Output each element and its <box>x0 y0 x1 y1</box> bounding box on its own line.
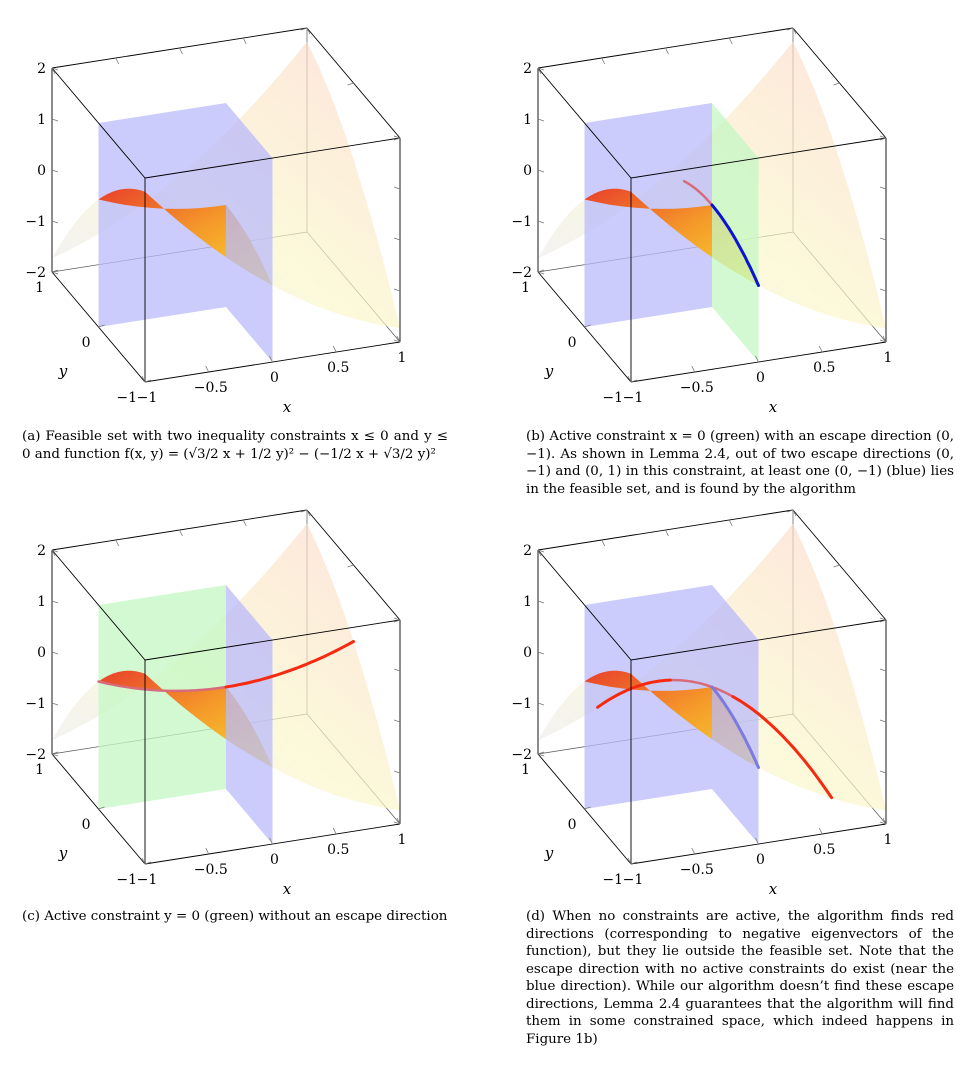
z-tick-label: −1 <box>511 214 532 230</box>
z-tick-label: 2 <box>37 61 46 77</box>
z-tick-label: 1 <box>523 594 532 610</box>
box-edge <box>51 549 146 661</box>
z-tick-label: −2 <box>25 747 46 763</box>
direction-red <box>731 695 834 800</box>
x-tick-label: 0 <box>270 852 279 868</box>
y-axis-label: y <box>58 844 68 862</box>
x-tick-label: −0.5 <box>194 380 228 396</box>
z-tick-label: 2 <box>523 61 532 77</box>
x-tick-label: 1 <box>398 350 407 366</box>
y-tick-label: 0 <box>82 817 91 833</box>
box-edge <box>144 137 401 179</box>
x-tick-label: −1 <box>623 872 644 888</box>
x-tick-label: 0 <box>756 852 765 868</box>
caption-b: (b) Active constraint x = 0 (green) with… <box>526 429 954 497</box>
y-tick-label: 0 <box>568 817 577 833</box>
z-tick-label: −2 <box>511 747 532 763</box>
x-axis-label: x <box>283 398 292 416</box>
z-tick-label: −2 <box>511 265 532 281</box>
y-tick-label: −1 <box>602 390 623 406</box>
y-tick-label: 0 <box>82 335 91 351</box>
x-tick-label: 1 <box>398 832 407 848</box>
figure-panel-a: 2 1 0 −1 −2 1 0 −1 −1 −0.5 0 0.5 1 x y <box>0 0 486 420</box>
y-tick-label: 1 <box>35 280 44 296</box>
x-tick-label: 1 <box>884 832 893 848</box>
y-axis-label: y <box>58 362 68 380</box>
z-tick-label: −2 <box>25 265 46 281</box>
direction-pink <box>97 680 228 693</box>
z-tick-label: 1 <box>37 594 46 610</box>
box-edge <box>51 67 146 179</box>
box-edge <box>630 619 887 661</box>
x-axis-label: x <box>769 398 778 416</box>
figure-panel-c: 2 1 0 −1 −2 1 0 −1 −1 −0.5 0 0.5 1 x y <box>0 482 486 902</box>
z-tick-label: 2 <box>523 543 532 559</box>
x-tick-label: −0.5 <box>680 862 714 878</box>
constraint-plane-x0 <box>712 103 759 362</box>
y-axis-label: y <box>544 844 554 862</box>
direction-red <box>224 640 355 689</box>
x-tick-label: 0.5 <box>327 360 349 376</box>
x-tick-label: −0.5 <box>194 862 228 878</box>
y-tick-label: 1 <box>521 280 530 296</box>
z-tick-label: 1 <box>37 112 46 128</box>
box-edge <box>144 619 401 661</box>
z-tick-label: 1 <box>523 112 532 128</box>
constraint-plane-y0 <box>584 103 712 327</box>
direction-pink <box>669 678 735 698</box>
constraint-plane-x0 <box>226 103 273 362</box>
x-axis-label: x <box>769 880 778 898</box>
direction-pink <box>682 179 714 207</box>
x-tick-label: 0 <box>756 370 765 386</box>
z-tick-label: 0 <box>523 645 532 661</box>
direction-blue <box>710 685 760 769</box>
figure-panel-b: 2 1 0 −1 −2 1 0 −1 −1 −0.5 0 0.5 1 x y <box>486 0 972 420</box>
constraint-plane-y0 <box>98 585 226 809</box>
x-tick-label: 0 <box>270 370 279 386</box>
x-axis-label: x <box>283 880 292 898</box>
x-tick-label: −0.5 <box>680 380 714 396</box>
z-tick-label: 0 <box>37 163 46 179</box>
box-edge <box>630 137 887 179</box>
box-edge <box>537 67 632 179</box>
x-tick-label: 0.5 <box>813 842 835 858</box>
y-tick-label: 0 <box>568 335 577 351</box>
caption-d: (d) When no constraints are active, the … <box>526 909 954 1047</box>
escape-direction-blue <box>710 203 760 287</box>
caption-c: (c) Active constraint y = 0 (green) with… <box>22 909 448 924</box>
figure-panel-d: 2 1 0 −1 −2 1 0 −1 −1 −0.5 0 0.5 1 x y <box>486 482 972 902</box>
x-tick-label: 0.5 <box>327 842 349 858</box>
x-tick-label: −1 <box>623 390 644 406</box>
z-tick-label: 0 <box>37 645 46 661</box>
y-tick-label: −1 <box>602 872 623 888</box>
constraint-plane-y0 <box>584 585 712 809</box>
y-tick-label: 1 <box>35 762 44 778</box>
x-tick-label: 0.5 <box>813 360 835 376</box>
constraint-plane-x0 <box>712 585 759 844</box>
x-tick-label: −1 <box>137 872 158 888</box>
direction-red-left <box>596 678 672 709</box>
constraint-plane-y0 <box>98 103 226 327</box>
z-tick-label: −1 <box>511 696 532 712</box>
z-tick-label: −1 <box>25 696 46 712</box>
y-tick-label: −1 <box>116 872 137 888</box>
z-tick-label: −1 <box>25 214 46 230</box>
x-tick-label: −1 <box>137 390 158 406</box>
caption-a: (a) Feasible set with two inequality con… <box>22 429 448 462</box>
x-tick-label: 1 <box>884 350 893 366</box>
z-tick-label: 2 <box>37 543 46 559</box>
y-axis-label: y <box>544 362 554 380</box>
box-edge <box>537 549 632 661</box>
constraint-plane-x0 <box>226 585 273 844</box>
z-tick-label: 0 <box>523 163 532 179</box>
y-tick-label: 1 <box>521 762 530 778</box>
y-tick-label: −1 <box>116 390 137 406</box>
